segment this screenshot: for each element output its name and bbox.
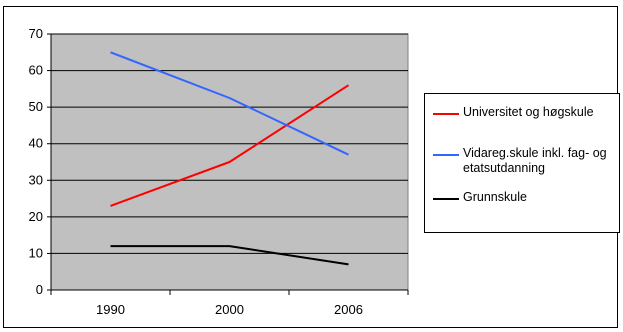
y-tick-label: 50 xyxy=(29,99,43,114)
legend-swatch xyxy=(433,198,459,200)
legend-swatch xyxy=(433,113,459,115)
line-chart: 0 10 20 30 40 50 60 70 1990 2000 2006 xyxy=(29,26,409,317)
y-tick-label: 60 xyxy=(29,63,43,78)
y-tick-label: 10 xyxy=(29,245,43,260)
y-tick-label: 40 xyxy=(29,136,43,151)
legend-label: Vidareg.skule inkl. fag- og etatsutdanni… xyxy=(463,146,607,175)
y-tick-label: 30 xyxy=(29,172,43,187)
y-tick-label: 20 xyxy=(29,209,43,224)
y-tick-label: 70 xyxy=(29,26,43,41)
legend-label: Universitet og høgskule xyxy=(463,105,594,119)
legend-label: Grunnskule xyxy=(463,190,527,204)
legend: Universitet og høgskule Vidareg.skule ink… xyxy=(424,93,620,233)
x-tick-label: 2000 xyxy=(215,302,244,317)
legend-swatch xyxy=(433,154,459,156)
x-tick-label: 2006 xyxy=(334,302,363,317)
x-tick-label: 1990 xyxy=(96,302,125,317)
y-tick-label: 0 xyxy=(36,282,43,297)
chart-area: 0 10 20 30 40 50 60 70 1990 2000 2006 Universitet … xyxy=(3,6,620,328)
